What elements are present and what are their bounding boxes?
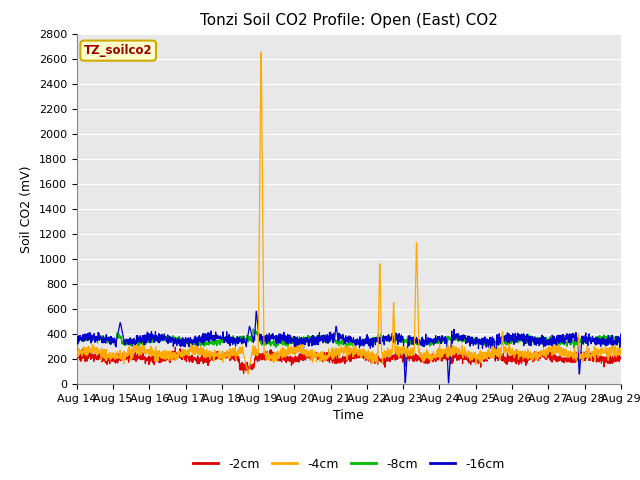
Y-axis label: Soil CO2 (mV): Soil CO2 (mV) bbox=[20, 165, 33, 252]
X-axis label: Time: Time bbox=[333, 409, 364, 422]
Legend: -2cm, -4cm, -8cm, -16cm: -2cm, -4cm, -8cm, -16cm bbox=[188, 453, 509, 476]
Title: Tonzi Soil CO2 Profile: Open (East) CO2: Tonzi Soil CO2 Profile: Open (East) CO2 bbox=[200, 13, 498, 28]
Text: TZ_soilco2: TZ_soilco2 bbox=[84, 44, 152, 57]
